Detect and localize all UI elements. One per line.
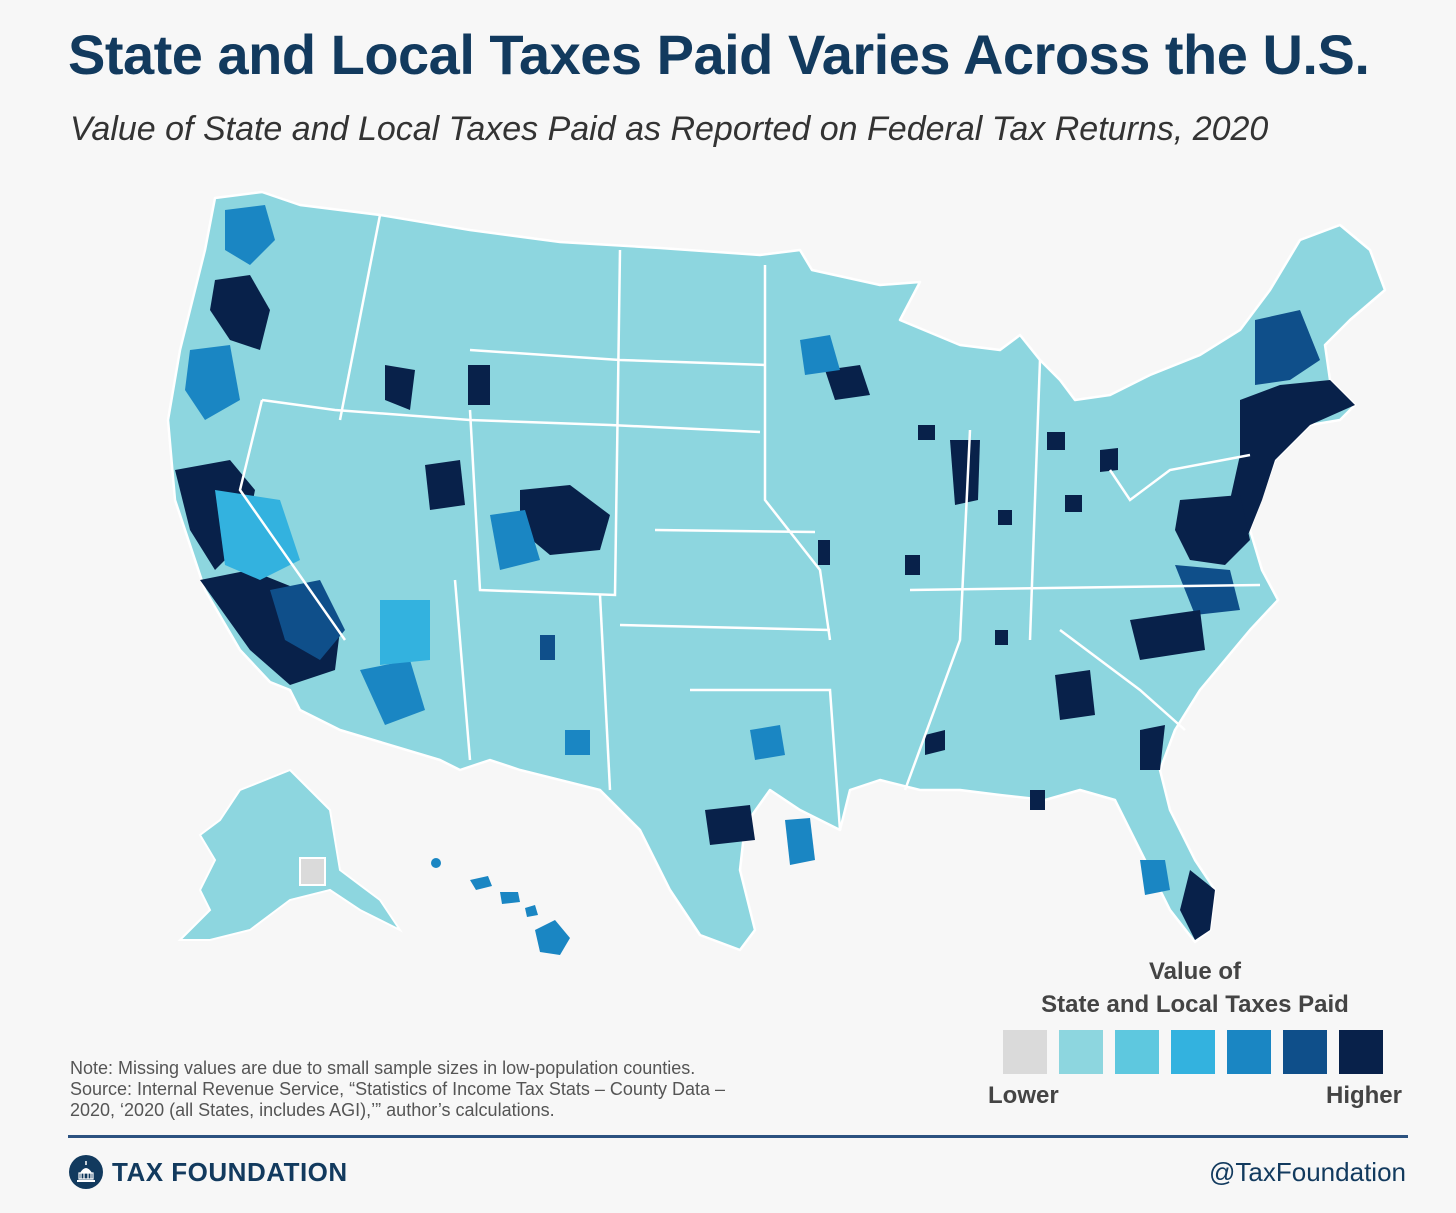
alaska (177, 768, 403, 941)
region-atlanta (1055, 670, 1095, 720)
brand-name: TAX FOUNDATION (112, 1156, 348, 1187)
legend-swatch-2 (1115, 1030, 1159, 1074)
region-columbus (1065, 495, 1082, 512)
state-borders (238, 214, 1261, 831)
legend-swatch-missing (1003, 1030, 1047, 1074)
legend-title-line1: Value of (1148, 958, 1242, 985)
region-tampa (1140, 860, 1170, 895)
legend-high-label: Higher (1325, 1082, 1402, 1109)
region-charleston (1140, 725, 1165, 770)
region-virginia (1175, 565, 1240, 615)
legend-swatch-6 (1339, 1030, 1383, 1074)
region-kansas-city (818, 540, 830, 565)
region-boise (385, 365, 415, 410)
region-arizona (380, 600, 430, 665)
brand-logo[interactable]: TAX FOUNDATION (68, 1150, 348, 1194)
region-nm-south (565, 730, 590, 755)
region-colorado-front (520, 485, 610, 555)
region-houston (785, 818, 815, 865)
region-cleveland (1100, 448, 1118, 472)
twitter-handle[interactable]: @TaxFoundation (1209, 1157, 1406, 1187)
region-nashville (995, 630, 1008, 645)
region-madison (918, 425, 935, 440)
region-chicago (950, 440, 980, 505)
legend-swatches (1003, 1030, 1383, 1074)
source-text-line1: Source: Internal Revenue Service, “Stati… (70, 1079, 725, 1099)
region-jackson-ms (925, 730, 945, 755)
source-notes: Note: Missing values are due to small sa… (70, 1058, 850, 1121)
region-oregon-valley (185, 345, 240, 420)
legend-swatch-4 (1227, 1030, 1271, 1074)
region-seattle (225, 205, 275, 265)
legend-swatch-3 (1171, 1030, 1215, 1074)
region-raleigh-charlotte (1130, 610, 1205, 660)
legend-swatch-5 (1283, 1030, 1327, 1074)
region-new-orleans (1030, 790, 1045, 810)
source-text-line2: 2020, ‘2020 (all States, includes AGI),’… (70, 1100, 555, 1120)
us-county-choropleth-map (166, 190, 1387, 955)
footer-divider (68, 1135, 1408, 1138)
region-salt-lake (425, 460, 465, 510)
region-mid-atlantic (1175, 495, 1250, 565)
region-austin (705, 805, 755, 845)
note-text: Note: Missing values are due to small sa… (70, 1058, 696, 1078)
region-minneapolis (825, 365, 870, 400)
capitol-dome-icon (69, 1155, 103, 1189)
legend-title-line2: State and Local Taxes Paid (1041, 991, 1349, 1018)
legend-low-label: Lower (988, 1082, 1059, 1109)
region-northeast-corridor (1230, 380, 1355, 535)
region-portland (210, 275, 270, 350)
map-subtitle: Value of State and Local Taxes Paid as R… (70, 110, 1269, 148)
region-dallas (750, 725, 785, 760)
legend-swatch-1 (1059, 1030, 1103, 1074)
region-minnesota-ring (800, 335, 840, 375)
region-indianapolis (998, 510, 1012, 525)
region-st-louis (905, 555, 920, 575)
region-california-inland (215, 490, 300, 580)
region-colorado-ring (490, 510, 540, 570)
region-jackson (468, 365, 490, 405)
map-title: State and Local Taxes Paid Varies Across… (68, 23, 1370, 86)
region-new-england (1255, 310, 1320, 385)
region-south-florida (1180, 870, 1215, 940)
alaska-missing-values (299, 857, 326, 886)
region-mojave (270, 580, 345, 660)
legend-title: Value of State and Local Taxes Paid (1000, 955, 1390, 1021)
region-phoenix (360, 660, 425, 725)
hawaii (431, 858, 570, 955)
region-detroit (1047, 432, 1065, 450)
region-albuquerque (540, 635, 555, 660)
high-value-regions (175, 205, 1355, 940)
